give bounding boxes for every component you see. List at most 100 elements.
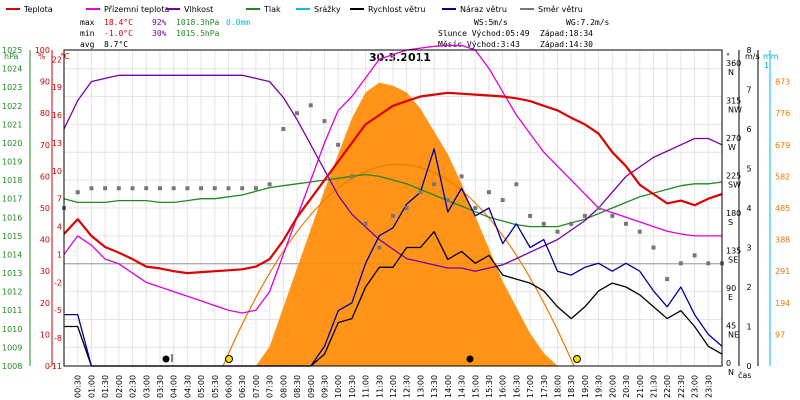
tick-label-pct: 30: [40, 267, 50, 276]
tick-label-time: 21:30: [649, 375, 658, 398]
wind-direction-point: [322, 119, 327, 124]
tick-label-dir-name: W: [728, 143, 736, 152]
tick-label-time: 16:30: [512, 375, 521, 398]
tick-label-time: 10:00: [334, 375, 343, 398]
tick-label-time: 22:30: [677, 375, 686, 398]
tick-label-ms: 8: [746, 46, 751, 55]
tick-label-time: 07:30: [266, 375, 275, 398]
stats-label-avg: avg: [80, 40, 95, 49]
tick-label-time: 03:00: [142, 375, 151, 398]
tick-label-ms: 7: [746, 86, 751, 95]
tick-label-time: 03:30: [156, 375, 165, 398]
stats-block: max min avg 18.4°C -1.0°C 8.7°C 92% 30% …: [80, 18, 250, 49]
tick-label-dir-name: SW: [728, 181, 741, 190]
wind-direction-point: [486, 190, 491, 195]
tick-label-dir-deg: 315: [726, 97, 741, 106]
legend-item-prizemni-teplota: Přízemní teplota: [86, 5, 169, 14]
tick-label-time: 21:00: [636, 375, 645, 398]
tick-label-time: 01:30: [101, 375, 110, 398]
legend-label: Vlhkost: [184, 5, 213, 14]
wind-direction-point: [308, 103, 313, 108]
tick-label-hpa: 1020: [2, 139, 22, 148]
wind-direction-point: [514, 182, 519, 187]
series-line-p-zemn-teplota: [63, 44, 722, 314]
tick-label-hpa: 1015: [2, 232, 22, 241]
wind-direction-point: [89, 186, 94, 191]
wind-direction-point: [144, 186, 149, 191]
tick-label-time: 14:30: [458, 375, 467, 398]
tick-label-dir-name: NW: [728, 106, 742, 115]
series-layer: [62, 44, 724, 367]
wind-direction-point: [637, 229, 642, 234]
tick-label-dir-deg: 360: [726, 59, 741, 68]
axis-unit-ms: m/s: [745, 52, 760, 61]
tick-label-time: 02:00: [115, 375, 124, 398]
tick-label-time: 06:30: [238, 375, 247, 398]
tick-label-solar: 679: [775, 141, 790, 150]
stats-temp-avg: 8.7°C: [104, 40, 128, 49]
tick-label-time: 18:30: [567, 375, 576, 398]
tick-label-time: 11:30: [375, 375, 384, 398]
tick-label-degc: -11: [49, 362, 62, 371]
wind-direction-point: [363, 221, 368, 226]
tick-label-dir-deg: 0: [726, 359, 731, 368]
stats-label-min: min: [80, 29, 95, 38]
tick-label-time: 11:00: [362, 375, 371, 398]
tick-label-dir-deg: 135: [726, 247, 741, 256]
tick-label-dir-name: SE: [728, 256, 738, 265]
tick-label-degc: -5: [54, 306, 62, 315]
tick-label-solar: 776: [775, 109, 790, 118]
tick-label-hpa: 1011: [2, 306, 22, 315]
wind-direction-point: [75, 190, 80, 195]
wind-direction-point: [377, 245, 382, 250]
tick-label-ms: 6: [746, 125, 751, 134]
wind-direction-point: [692, 253, 697, 258]
tick-label-hpa: 1018: [2, 176, 22, 185]
wind-direction-point: [555, 229, 560, 234]
wind-direction-point: [610, 213, 615, 218]
tick-label-time: 02:30: [129, 375, 138, 398]
stats-press-max: 1018.3hPa: [176, 18, 220, 27]
wind-direction-point: [253, 186, 258, 191]
solar-theoretical-curve: [222, 163, 575, 367]
legend-label: Směr větru: [538, 5, 583, 14]
legend-item-tlak: Tlak: [246, 5, 281, 14]
stats-temp-max: 18.4°C: [104, 18, 133, 27]
legend-item-vlhkost: Vlhkost: [166, 5, 213, 14]
wind-direction-point: [596, 206, 601, 210]
tick-label-hpa: 1012: [2, 288, 22, 297]
wind-direction-point: [651, 245, 656, 250]
tick-label-solar: 485: [775, 204, 790, 213]
tick-label-degc: 7: [57, 195, 62, 204]
tick-label-hpa: 1021: [2, 120, 22, 129]
legend-label: Srážky: [314, 5, 341, 14]
wind-direction-point: [500, 198, 505, 203]
astro-sun: Slunce Východ:05:49: [438, 29, 530, 38]
wind-direction-point: [391, 213, 395, 218]
wind-direction-point: [404, 206, 409, 210]
stats-rain: 0.0mm: [226, 18, 250, 27]
tick-label-mm: 1: [764, 61, 769, 70]
tick-label-hpa: 1009: [2, 343, 22, 352]
tick-label-time: 12:30: [403, 375, 412, 398]
tick-label-hpa: 1016: [2, 213, 22, 222]
wind-direction-point: [528, 213, 533, 218]
tick-label-solar: 873: [775, 78, 790, 87]
legend-label: Přízemní teplota: [104, 5, 169, 14]
tick-label-time: 13:30: [430, 375, 439, 398]
tick-label-time: 12:00: [389, 375, 398, 398]
tick-label-dir-deg: 45: [726, 322, 736, 331]
tick-label-pct: 70: [40, 141, 50, 150]
tick-label-time: 23:30: [704, 375, 713, 398]
tick-label-time: 15:30: [485, 375, 494, 398]
tick-label-time: 23:00: [691, 375, 700, 398]
series-line-vlhkost: [63, 74, 723, 272]
tick-label-hpa: 1024: [2, 65, 22, 74]
moon-set-icon: [162, 355, 170, 363]
legend-label: Tlak: [263, 5, 281, 14]
stats-hum-max: 92%: [152, 18, 167, 27]
tick-label-hpa: 1019: [2, 158, 22, 167]
tick-label-time: 19:00: [581, 375, 590, 398]
tick-label-ms: 5: [746, 165, 751, 174]
stats-hum-min: 30%: [152, 29, 167, 38]
